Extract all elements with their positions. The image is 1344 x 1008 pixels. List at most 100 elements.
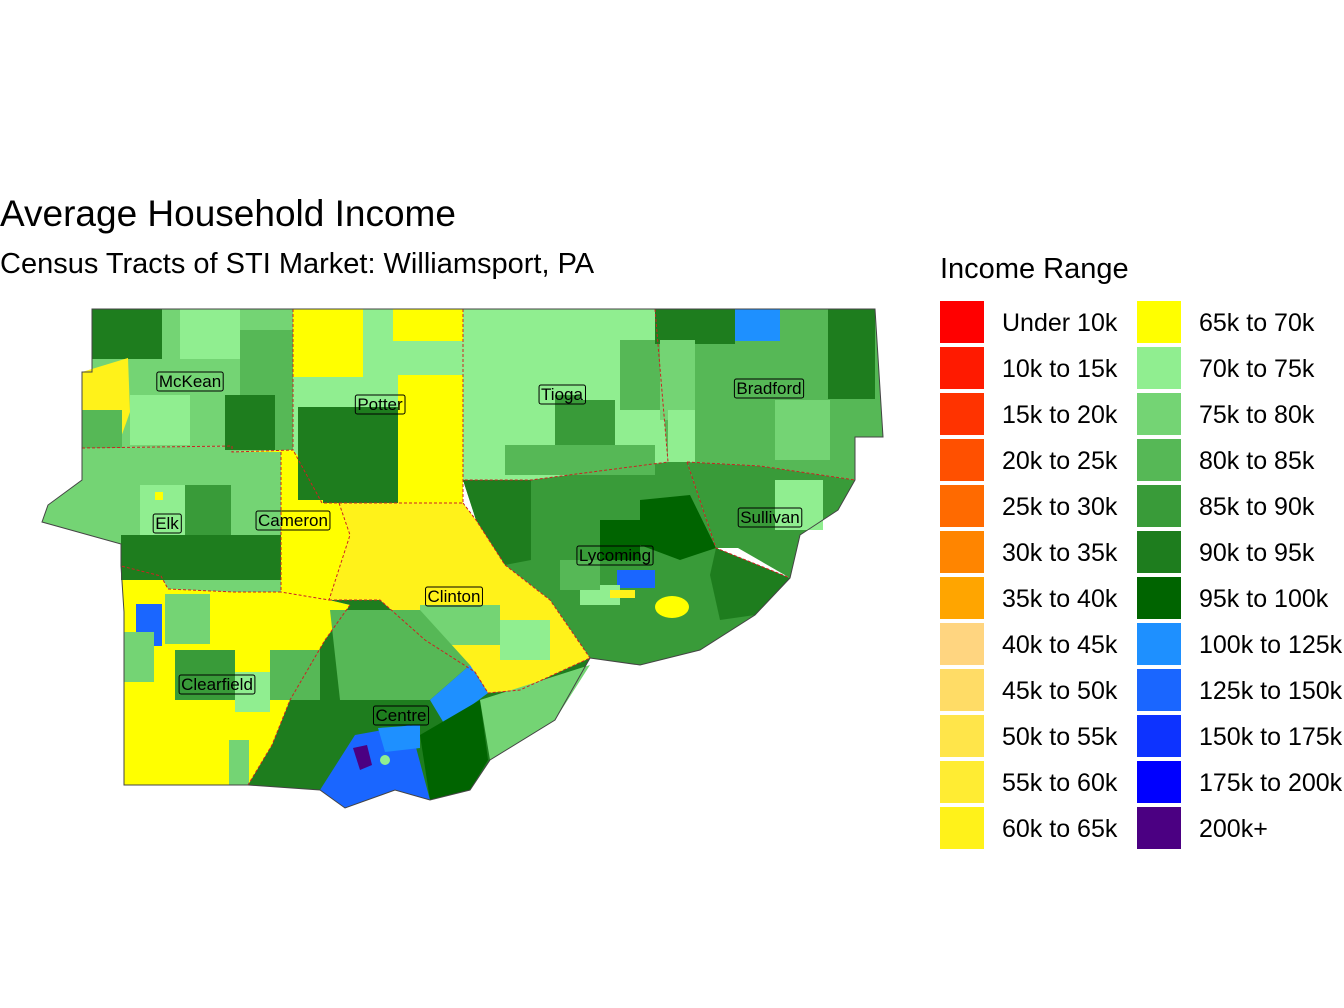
legend-swatch xyxy=(1137,623,1181,665)
legend-label: 75k to 80k xyxy=(1199,401,1315,429)
tract xyxy=(600,520,640,560)
county-label-potter: Potter xyxy=(354,394,406,415)
tract xyxy=(92,309,162,359)
legend-label: 60k to 65k xyxy=(1002,815,1118,843)
tract xyxy=(695,345,775,455)
tract xyxy=(353,745,372,770)
county-label-sullivan: Sullivan xyxy=(737,507,803,528)
tract xyxy=(430,665,488,725)
legend-swatch xyxy=(1137,669,1181,711)
tract xyxy=(640,495,716,560)
tract xyxy=(225,395,275,450)
tract xyxy=(393,309,463,341)
county-label-bradford: Bradford xyxy=(733,378,805,399)
county-label-box xyxy=(425,586,483,607)
legend-swatch xyxy=(1137,761,1181,803)
tract xyxy=(293,377,398,407)
legend-swatch xyxy=(1137,715,1181,757)
legend-label: Under 10k xyxy=(1002,309,1118,337)
tract xyxy=(165,594,210,644)
tract xyxy=(655,596,689,618)
tract xyxy=(480,665,590,760)
legend-swatch xyxy=(1137,439,1181,481)
county-lycoming[interactable] xyxy=(463,462,790,665)
tract xyxy=(420,700,488,800)
county-label-box xyxy=(737,507,803,528)
legend-label: 10k to 15k xyxy=(1002,355,1118,383)
county-label-clearfield: Clearfield xyxy=(178,674,256,695)
tract xyxy=(185,485,231,535)
county-label-centre: Centre xyxy=(372,705,430,726)
legend-label: 50k to 55k xyxy=(1002,723,1118,751)
county-label-clinton: Clinton xyxy=(425,586,483,607)
legend-swatch xyxy=(940,439,984,481)
legend: Under 10k 10k to 15k 15k to 20k 20k to 25k 2… xyxy=(940,301,1344,853)
tract xyxy=(668,410,695,462)
legend-swatch xyxy=(1137,531,1181,573)
county-labels-layer: McKean Potter Tioga Bradford Elk Cameron Sulli… xyxy=(152,371,805,726)
tract xyxy=(124,632,154,682)
legend-label: 15k to 20k xyxy=(1002,401,1118,429)
legend-label: 95k to 100k xyxy=(1199,585,1329,613)
legend-swatch xyxy=(1137,393,1181,435)
legend-swatch xyxy=(940,577,984,619)
county-label-box xyxy=(354,394,406,415)
tract xyxy=(380,755,390,765)
tract xyxy=(293,309,363,377)
tract xyxy=(330,610,470,700)
legend-swatch xyxy=(940,393,984,435)
legend-title: Income Range xyxy=(940,253,1129,285)
legend-label: 80k to 85k xyxy=(1199,447,1315,475)
legend-label: 45k to 50k xyxy=(1002,677,1118,705)
legend-label: 125k to 150k xyxy=(1199,677,1343,705)
tract xyxy=(775,400,830,460)
tract xyxy=(620,340,660,410)
tract xyxy=(130,395,190,445)
tract xyxy=(775,480,823,530)
county-label-tioga: Tioga xyxy=(538,384,586,405)
legend-label: 100k to 125k xyxy=(1199,631,1343,659)
county-label-lycoming: Lycoming xyxy=(576,545,654,566)
legend-label: 65k to 70k xyxy=(1199,309,1315,337)
tract xyxy=(124,700,229,785)
legend-label: 35k to 40k xyxy=(1002,585,1118,613)
county-label-box xyxy=(733,378,805,399)
legend-swatch xyxy=(940,347,984,389)
legend-swatch xyxy=(940,485,984,527)
tract xyxy=(378,725,420,752)
tract xyxy=(229,740,249,785)
legend-swatch xyxy=(1137,347,1181,389)
county-label-text: Cameron xyxy=(258,511,328,530)
tract xyxy=(180,309,240,359)
county-label-text: Tioga xyxy=(541,385,583,404)
legend-label: 20k to 25k xyxy=(1002,447,1118,475)
legend-label: 85k to 90k xyxy=(1199,493,1315,521)
legend-label: 90k to 95k xyxy=(1199,539,1315,567)
tract xyxy=(735,309,780,341)
legend-swatch xyxy=(1137,301,1181,343)
tract xyxy=(580,355,620,400)
map-subtitle: Census Tracts of STI Market: Williamspor… xyxy=(0,248,595,280)
county-label-box xyxy=(372,705,430,726)
county-label-mckean: McKean xyxy=(156,371,224,392)
county-label-text: Lycoming xyxy=(579,546,651,565)
tract xyxy=(710,548,790,620)
legend-label: 40k to 45k xyxy=(1002,631,1118,659)
legend-swatch xyxy=(940,807,984,849)
tract xyxy=(155,492,163,500)
county-centre[interactable] xyxy=(248,600,590,808)
legend-label: 150k to 175k xyxy=(1199,723,1343,751)
legend-swatch xyxy=(940,715,984,757)
county-label-text: Clearfield xyxy=(181,675,253,694)
county-label-elk: Elk xyxy=(152,513,182,534)
tract xyxy=(480,340,555,450)
legend-swatch xyxy=(1137,485,1181,527)
tract xyxy=(463,480,531,565)
legend-swatch xyxy=(940,531,984,573)
tract xyxy=(617,570,655,588)
legend-swatch xyxy=(940,669,984,711)
county-label-text: Clinton xyxy=(428,587,481,606)
county-label-box xyxy=(538,384,586,405)
legend-swatch xyxy=(940,301,984,343)
